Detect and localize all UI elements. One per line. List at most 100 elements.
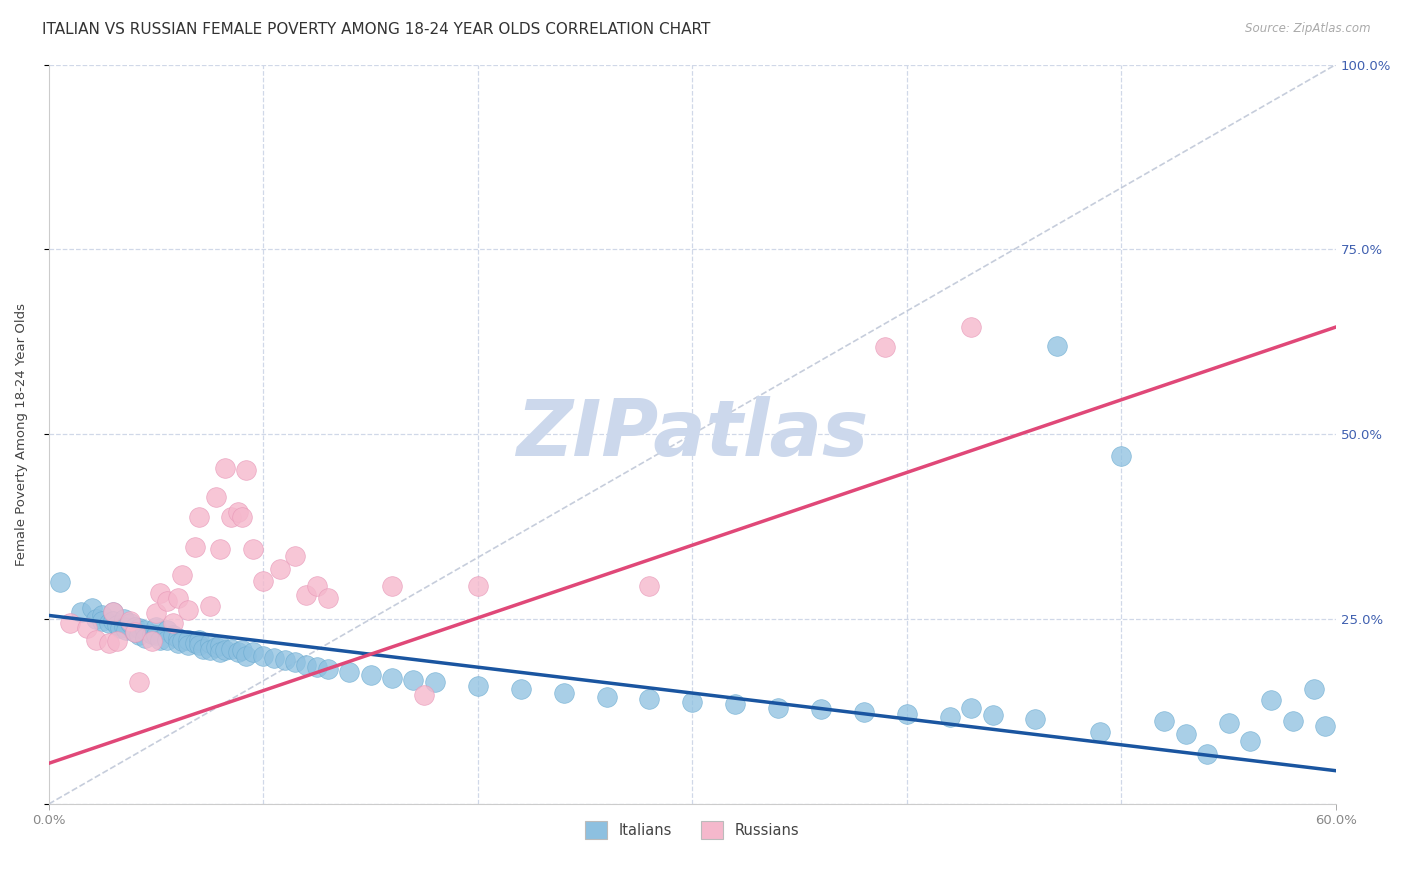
Point	[101, 605, 124, 619]
Point	[509, 682, 531, 697]
Y-axis label: Female Poverty Among 18-24 Year Olds: Female Poverty Among 18-24 Year Olds	[15, 302, 28, 566]
Point	[124, 625, 146, 640]
Point	[938, 709, 960, 723]
Point	[681, 695, 703, 709]
Point	[115, 624, 138, 638]
Point	[97, 636, 120, 650]
Point	[166, 631, 188, 645]
Point	[134, 624, 156, 638]
Point	[242, 645, 264, 659]
Point	[156, 624, 179, 638]
Point	[84, 612, 107, 626]
Point	[766, 701, 789, 715]
Point	[193, 641, 215, 656]
Point	[1024, 712, 1046, 726]
Point	[284, 549, 307, 564]
Point	[852, 705, 875, 719]
Text: ZIPatlas: ZIPatlas	[516, 396, 869, 472]
Point	[101, 605, 124, 619]
Point	[1109, 450, 1132, 464]
Point	[1282, 714, 1305, 728]
Point	[198, 599, 221, 613]
Point	[305, 579, 328, 593]
Point	[1088, 724, 1111, 739]
Point	[145, 628, 167, 642]
Point	[981, 708, 1004, 723]
Point	[960, 320, 983, 334]
Point	[423, 675, 446, 690]
Point	[219, 510, 242, 524]
Point	[188, 638, 211, 652]
Point	[128, 621, 150, 635]
Point	[381, 671, 404, 685]
Point	[316, 591, 339, 606]
Point	[295, 589, 318, 603]
Point	[80, 601, 103, 615]
Point	[177, 638, 200, 652]
Point	[112, 619, 135, 633]
Point	[896, 706, 918, 721]
Point	[84, 632, 107, 647]
Point	[235, 463, 257, 477]
Point	[205, 640, 228, 655]
Point	[219, 641, 242, 656]
Point	[316, 662, 339, 676]
Point	[198, 643, 221, 657]
Point	[214, 460, 236, 475]
Point	[1260, 693, 1282, 707]
Point	[413, 688, 436, 702]
Point	[226, 645, 249, 659]
Point	[70, 605, 93, 619]
Point	[145, 606, 167, 620]
Point	[183, 636, 205, 650]
Point	[120, 615, 142, 630]
Point	[263, 650, 285, 665]
Point	[120, 614, 142, 628]
Point	[810, 702, 832, 716]
Point	[108, 621, 131, 635]
Point	[128, 675, 150, 690]
Point	[141, 634, 163, 648]
Point	[149, 586, 172, 600]
Point	[337, 665, 360, 680]
Point	[209, 645, 232, 659]
Point	[156, 593, 179, 607]
Point	[252, 649, 274, 664]
Point	[231, 643, 253, 657]
Point	[724, 697, 747, 711]
Point	[170, 634, 193, 648]
Point	[188, 632, 211, 647]
Point	[209, 638, 232, 652]
Point	[638, 579, 661, 593]
Point	[205, 490, 228, 504]
Point	[128, 628, 150, 642]
Point	[59, 615, 82, 630]
Point	[97, 615, 120, 630]
Point	[231, 510, 253, 524]
Point	[402, 673, 425, 687]
Point	[467, 579, 489, 593]
Point	[269, 562, 291, 576]
Point	[188, 510, 211, 524]
Point	[156, 632, 179, 647]
Point	[305, 660, 328, 674]
Point	[149, 632, 172, 647]
Point	[1218, 715, 1240, 730]
Point	[91, 608, 114, 623]
Point	[1153, 714, 1175, 728]
Point	[112, 612, 135, 626]
Point	[235, 649, 257, 664]
Point	[177, 603, 200, 617]
Legend: Italians, Russians: Italians, Russians	[579, 815, 806, 845]
Text: Source: ZipAtlas.com: Source: ZipAtlas.com	[1246, 22, 1371, 36]
Point	[107, 634, 129, 648]
Point	[107, 618, 129, 632]
Point	[274, 653, 297, 667]
Point	[284, 655, 307, 669]
Point	[295, 657, 318, 672]
Point	[242, 541, 264, 556]
Point	[145, 619, 167, 633]
Point	[360, 667, 382, 681]
Point	[595, 690, 617, 704]
Point	[875, 340, 897, 354]
